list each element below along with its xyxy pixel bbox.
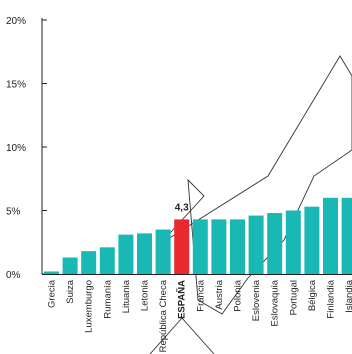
x-tick-label: Bélgica xyxy=(307,279,318,311)
y-tick-label: 20% xyxy=(6,16,26,27)
bar-highlight xyxy=(174,219,190,274)
y-tick-label: 15% xyxy=(6,80,26,91)
x-tick-label: Eslovaquia xyxy=(270,279,281,326)
bar-series xyxy=(155,229,171,274)
bar-series xyxy=(211,219,227,274)
x-tick-label: Polonia xyxy=(233,279,244,311)
x-tick-label: Islandia xyxy=(344,279,352,312)
x-tick-label: Suiza xyxy=(65,279,76,303)
x-tick-label: Eslovenia xyxy=(251,279,262,321)
y-axis: 0% 5% 10% 15% 20% xyxy=(6,16,352,281)
x-tick-label: Portugal xyxy=(288,280,299,315)
x-tick-label: Rumanía xyxy=(102,279,113,318)
x-tick-label: Austria xyxy=(214,279,225,309)
bars xyxy=(44,197,352,274)
bar-series xyxy=(99,247,115,274)
y-tick-label: 10% xyxy=(6,143,26,154)
x-tick-label: Letonia xyxy=(140,279,151,311)
x-tick-label: ESPAÑA xyxy=(177,280,188,319)
bar-series xyxy=(192,219,208,274)
bar-series xyxy=(285,210,301,274)
data-label: 4,3 xyxy=(175,202,189,213)
bar-series xyxy=(230,219,245,274)
bar-series xyxy=(267,213,283,274)
data-labels: 4,3 xyxy=(175,202,189,213)
bar-series xyxy=(137,233,152,274)
x-tick-label: Grecia xyxy=(47,279,58,308)
x-tick-label: República Checa xyxy=(158,279,169,352)
bar-series xyxy=(304,206,320,274)
bar-series xyxy=(248,215,264,274)
bar-series xyxy=(44,271,59,274)
x-tick-label: Finlandia xyxy=(326,279,337,318)
x-tick-label: Lituania xyxy=(121,279,132,313)
x-tick-label: Luxemburgo xyxy=(84,280,95,333)
bar-series xyxy=(81,251,97,274)
bar-series xyxy=(62,257,78,274)
bar-series xyxy=(323,197,338,274)
y-tick-label: 0% xyxy=(6,270,21,281)
y-tick-label: 5% xyxy=(6,207,21,218)
x-tick-label: Francia xyxy=(195,279,206,311)
bar-series xyxy=(118,234,134,274)
bar-series xyxy=(341,197,352,274)
x-axis-labels: Grecia Suiza Luxemburgo Rumanía Lituania Leto… xyxy=(47,279,352,352)
